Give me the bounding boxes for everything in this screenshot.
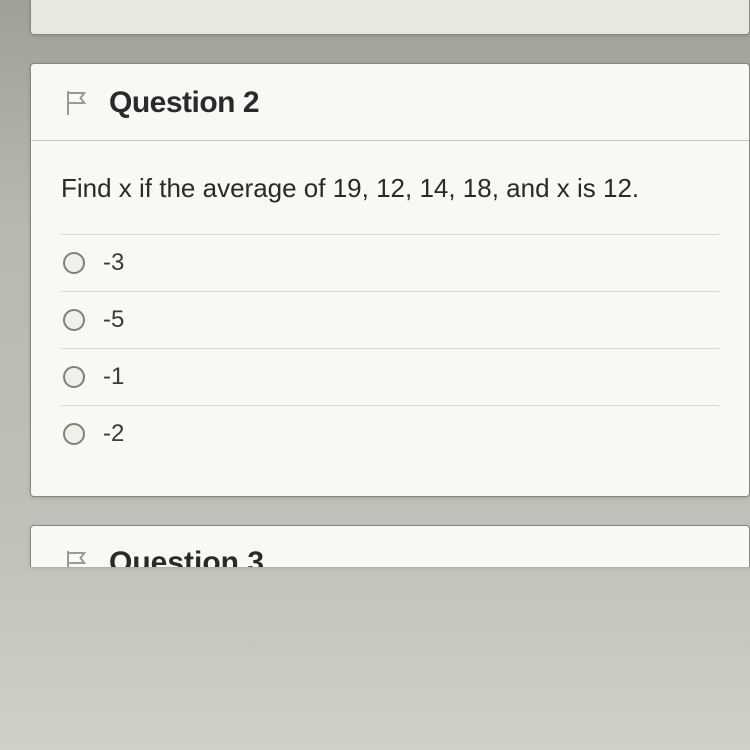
question-title: Question 2	[109, 86, 259, 120]
option-label: -3	[103, 249, 124, 277]
question-prompt: Find x if the average of 19, 12, 14, 18,…	[61, 171, 719, 206]
question-body: Find x if the average of 19, 12, 14, 18,…	[31, 141, 749, 496]
flag-icon[interactable]	[61, 86, 95, 120]
radio-icon[interactable]	[63, 366, 85, 388]
option-label: -5	[103, 306, 124, 334]
option-label: -2	[103, 420, 124, 448]
spacer	[61, 462, 719, 484]
option-row[interactable]: -5	[61, 291, 719, 348]
radio-icon[interactable]	[63, 252, 85, 274]
next-question-header: Question 3	[31, 526, 749, 567]
next-question-card-partial: Question 3	[30, 525, 750, 567]
radio-icon[interactable]	[63, 309, 85, 331]
radio-icon[interactable]	[63, 423, 85, 445]
quiz-viewport: Question 2 Find x if the average of 19, …	[0, 0, 750, 750]
option-row[interactable]: -1	[61, 348, 719, 405]
previous-card-partial	[30, 0, 750, 35]
flag-icon[interactable]	[61, 546, 95, 567]
option-row[interactable]: -2	[61, 405, 719, 462]
option-row[interactable]: -3	[61, 234, 719, 291]
next-question-title: Question 3	[109, 546, 264, 567]
option-label: -1	[103, 363, 124, 391]
question-header: Question 2	[31, 64, 749, 141]
question-card: Question 2 Find x if the average of 19, …	[30, 63, 750, 497]
